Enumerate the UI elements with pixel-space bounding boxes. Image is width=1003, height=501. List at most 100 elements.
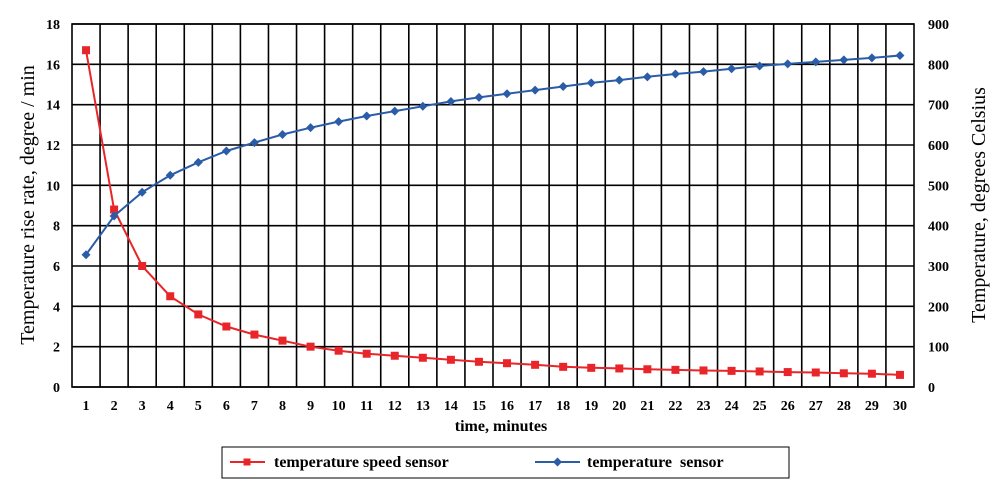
y-right-tick-label: 400 [928,220,949,235]
data-point-speed [531,360,540,369]
y-axis-right-title: Temperature, degrees Celsius [968,87,990,323]
data-point-speed [194,310,203,319]
x-tick-label: 16 [500,399,514,414]
y-right-tick-label: 500 [928,179,949,194]
data-point-temperature [586,78,596,88]
data-point-speed [671,365,680,374]
data-point-speed [306,342,315,351]
legend-marker-speed [243,458,251,466]
x-tick-label: 18 [556,399,570,414]
data-point-temperature [278,130,287,140]
data-point-temperature [670,69,680,79]
data-point-speed [474,357,483,366]
data-point-speed [166,292,175,301]
data-point-speed [418,353,427,362]
y-right-tick-label: 600 [928,139,949,154]
data-point-temperature [558,82,568,92]
x-axis-title: time, minutes [455,418,547,435]
data-point-temperature [249,138,259,148]
y-left-tick-label: 12 [46,139,60,154]
data-point-temperature [811,57,821,67]
y-left-tick-label: 14 [46,99,60,114]
data-point-speed [783,368,792,377]
x-tick-label: 7 [251,399,258,414]
data-point-temperature [642,72,652,82]
y-right-tick-label: 800 [928,58,949,73]
x-tick-label: 25 [753,399,767,414]
x-tick-label: 3 [139,399,146,414]
data-point-temperature [418,101,428,111]
x-tick-label: 30 [893,399,907,414]
data-point-speed [643,365,652,374]
data-point-speed [503,359,512,368]
x-tick-label: 12 [388,399,402,414]
data-point-temperature [362,111,372,121]
data-point-speed [334,346,343,355]
x-tick-label: 9 [307,399,314,414]
x-tick-label: 10 [332,399,346,414]
data-point-temperature [306,123,316,133]
y-left-tick-label: 10 [46,179,60,194]
y-left-tick-label: 6 [53,260,60,275]
data-point-temperature [867,53,877,63]
legend: temperature speed sensor temperature sen… [221,446,790,479]
x-tick-label: 6 [223,399,230,414]
series-line-temperature [85,54,901,256]
data-point-speed [390,351,399,360]
y-left-tick-label: 16 [46,58,60,73]
data-point-speed [559,362,568,371]
data-point-speed [362,349,371,358]
axis-layer: 0246810121416180100200300400500600700800… [46,18,949,414]
y-left-tick-label: 4 [53,300,60,315]
data-point-speed [250,330,259,339]
data-point-temperature [165,170,175,180]
x-tick-label: 4 [167,399,174,414]
plot-border [71,23,915,388]
x-tick-label: 5 [195,399,202,414]
data-point-temperature [727,64,737,74]
y-left-tick-label: 0 [53,381,60,396]
x-tick-label: 28 [837,399,851,414]
data-point-speed [587,363,596,372]
data-point-speed [811,368,820,377]
x-tick-label: 29 [865,399,879,414]
legend-label-speed: temperature speed sensor [274,454,449,471]
y-right-tick-label: 100 [928,341,949,356]
x-tick-label: 23 [697,399,711,414]
data-point-temperature [390,106,400,116]
data-point-speed [727,366,736,375]
data-point-speed [82,46,91,55]
legend-box [221,446,790,479]
data-point-temperature [895,50,905,60]
x-tick-label: 26 [781,399,795,414]
data-point-temperature [614,75,624,85]
x-tick-label: 27 [809,399,823,414]
data-point-speed [615,364,624,373]
x-tick-label: 13 [416,399,430,414]
y-right-tick-label: 700 [928,99,949,114]
x-tick-label: 11 [360,399,373,414]
x-tick-label: 17 [528,399,542,414]
data-point-speed [895,370,904,379]
data-point-speed [755,367,764,376]
grid-layer [71,23,915,388]
data-point-speed [278,336,287,345]
x-tick-label: 19 [584,399,598,414]
x-tick-label: 2 [111,399,118,414]
series-layer [81,46,905,379]
y-left-tick-label: 8 [53,220,60,235]
y-right-tick-label: 0 [928,381,935,396]
data-point-speed [222,322,231,331]
data-point-temperature [839,55,849,65]
y-left-tick-label: 18 [46,18,60,33]
data-point-temperature [530,85,540,95]
legend-label-temperature: temperature sensor [587,454,724,471]
x-tick-label: 24 [725,399,739,414]
legend-marker-temperature [553,457,562,467]
data-point-temperature [755,61,765,71]
data-point-speed [446,355,455,364]
data-point-speed [867,369,876,378]
x-tick-label: 20 [612,399,626,414]
